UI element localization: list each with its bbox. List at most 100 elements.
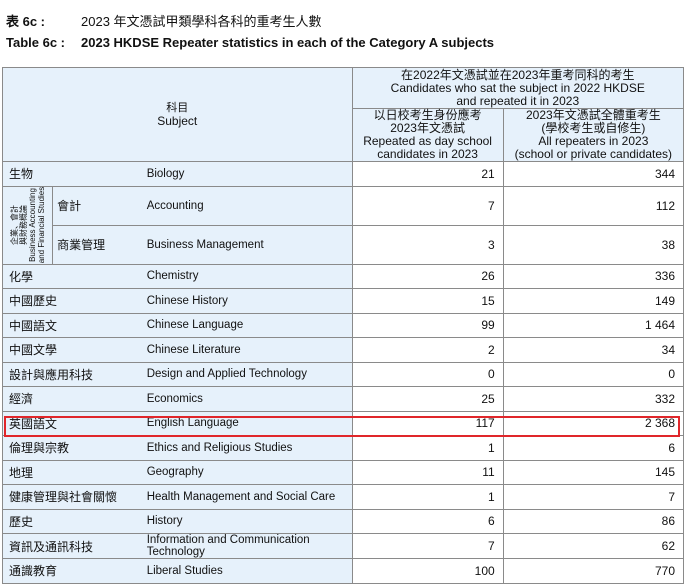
all-repeaters-count: 344 — [502, 161, 684, 187]
col2-en1: All repeaters in 2023 — [538, 134, 649, 148]
subject-zh: 中國語文 — [1, 312, 145, 338]
all-repeaters-count: 149 — [502, 288, 684, 314]
day-school-count: 21 — [351, 161, 504, 187]
all-repeaters-count: 6 — [502, 435, 684, 461]
subject-zh: 化學 — [1, 263, 145, 289]
subject-header-en: Subject — [157, 113, 198, 128]
subject-en: Health Management and Social Care — [144, 484, 353, 510]
subject-en: Design and Applied Technology — [144, 361, 353, 387]
caption-en: Table 6c : 2023 HKDSE Repeater statistics… — [6, 35, 494, 50]
col2-zh2: (學校考生或自修生) — [541, 121, 646, 135]
day-school-count: 0 — [351, 361, 504, 387]
table-row-highlighted: 英國語文 English Language 117 2 368 — [1, 410, 684, 436]
all-repeaters-count: 112 — [502, 185, 684, 226]
subject-zh: 倫理與宗教 — [1, 435, 145, 461]
all-repeaters-count: 86 — [502, 508, 684, 534]
subject-zh: 會計 — [52, 185, 145, 226]
table-row: 生物 Biology 21 344 — [1, 161, 684, 187]
all-repeaters-count: 336 — [502, 263, 684, 289]
col1-en2: candidates in 2023 — [377, 147, 478, 161]
day-school-count: 7 — [351, 185, 504, 226]
day-school-count: 1 — [351, 435, 504, 461]
subject-zh: 英國語文 — [1, 410, 145, 436]
subject-header-zh: 科目 — [166, 101, 189, 114]
all-repeaters-count: 62 — [502, 533, 684, 559]
baf-group-label: 企業、會計 與財務概論 Business Accounting and Fina… — [1, 185, 54, 265]
subject-zh: 生物 — [1, 161, 145, 187]
subject-zh: 歷史 — [1, 508, 145, 534]
subject-zh: 經濟 — [1, 386, 145, 412]
all-repeaters-column-header: 2023年文憑試全體重考生 (學校考生或自修生) All repeaters i… — [502, 108, 684, 162]
table-row: 健康管理與社會關懷 Health Management and Social C… — [1, 484, 684, 510]
table-row: 中國語文 Chinese Language 99 1 464 — [1, 312, 684, 338]
day-school-count: 99 — [351, 312, 504, 338]
subject-zh: 中國文學 — [1, 337, 145, 363]
table-row: 資訊及通訊科技 Information and Communication Te… — [1, 533, 684, 559]
subject-zh: 商業管理 — [52, 224, 145, 265]
all-repeaters-count: 2 368 — [502, 410, 684, 436]
all-repeaters-count: 34 — [502, 337, 684, 363]
group-header-en1: Candidates who sat the subject in 2022 H… — [390, 80, 645, 95]
subject-en: Chinese Literature — [144, 337, 353, 363]
day-school-count: 100 — [351, 558, 504, 584]
group-header-en2: and repeated it in 2023 — [456, 93, 580, 108]
group-column-header: 在2022年文憑試並在2023年重考同科的考生 Candidates who s… — [351, 67, 684, 109]
subject-en: Business Management — [144, 224, 353, 265]
baf-zh2: 與財務概論 — [18, 205, 28, 245]
subject-en: Biology — [144, 161, 353, 187]
table-caption: 表 6c : 2023 年文憑試甲類學科各科的重考生人數 Table 6c : 20… — [0, 0, 684, 61]
day-school-count: 6 — [351, 508, 504, 534]
day-school-column-header: 以日校考生身份應考 2023年文憑試 Repeated as day schoo… — [351, 108, 504, 162]
day-school-count: 15 — [351, 288, 504, 314]
subject-en: Ethics and Religious Studies — [144, 435, 353, 461]
col2-zh1: 2023年文憑試全體重考生 — [526, 108, 661, 122]
subject-zh: 通識教育 — [1, 558, 145, 584]
subject-zh: 健康管理與社會關懷 — [1, 484, 145, 510]
subject-en: Chinese History — [144, 288, 353, 314]
all-repeaters-count: 38 — [502, 224, 684, 265]
all-repeaters-count: 332 — [502, 386, 684, 412]
day-school-count: 25 — [351, 386, 504, 412]
all-repeaters-count: 770 — [502, 558, 684, 584]
subject-en: Chinese Language — [144, 312, 353, 338]
subject-zh: 資訊及通訊科技 — [1, 533, 145, 559]
day-school-count: 1 — [351, 484, 504, 510]
day-school-count: 117 — [351, 410, 504, 436]
baf-zh1: 企業、會計 — [9, 205, 19, 245]
subject-zh: 中國歷史 — [1, 288, 145, 314]
table-row: 歷史 History 6 86 — [1, 508, 684, 534]
subject-en: Geography — [144, 459, 353, 485]
day-school-count: 2 — [351, 337, 504, 363]
group-header-zh: 在2022年文憑試並在2023年重考同科的考生 — [401, 67, 635, 82]
subject-en: Information and Communication Technology — [144, 533, 353, 559]
all-repeaters-count: 0 — [502, 361, 684, 387]
all-repeaters-count: 145 — [502, 459, 684, 485]
all-repeaters-count: 7 — [502, 484, 684, 510]
table-row: 地理 Geography 11 145 — [1, 459, 684, 485]
caption-en-title: 2023 HKDSE Repeater statistics in each o… — [81, 35, 495, 50]
day-school-count: 26 — [351, 263, 504, 289]
table-row: 倫理與宗教 Ethics and Religious Studies 1 6 — [1, 435, 684, 461]
day-school-count: 11 — [351, 459, 504, 485]
col1-zh1: 以日校考生身份應考 — [373, 108, 482, 122]
repeater-statistics-table: 科目 Subject 在2022年文憑試並在2023年重考同科的考生 Candi… — [1, 67, 684, 584]
day-school-count: 3 — [351, 224, 504, 265]
subject-column-header: 科目 Subject — [2, 67, 353, 162]
col1-zh2: 2023年文憑試 — [390, 121, 465, 135]
day-school-count: 7 — [351, 533, 504, 559]
caption-zh-title: 2023 年文憑試甲類學科各科的重考生人數 — [81, 14, 322, 29]
subject-en: Chemistry — [144, 263, 353, 289]
subject-en: Liberal Studies — [144, 558, 353, 584]
col1-en1: Repeated as day school — [363, 134, 492, 148]
table-row: 經濟 Economics 25 332 — [1, 386, 684, 412]
caption-en-label: Table 6c : — [6, 35, 66, 50]
table-row: 商業管理 Business Management 3 38 — [3, 224, 684, 265]
all-repeaters-count: 1 464 — [502, 312, 684, 338]
subject-en: History — [144, 508, 353, 534]
subject-zh: 設計與應用科技 — [1, 361, 145, 387]
table-row: 中國歷史 Chinese History 15 149 — [1, 288, 684, 314]
subject-en: English Language — [144, 410, 353, 436]
baf-en2: and Financial Studies — [36, 186, 46, 264]
baf-en1: Business Accounting — [27, 188, 37, 262]
subject-zh: 地理 — [1, 459, 145, 485]
